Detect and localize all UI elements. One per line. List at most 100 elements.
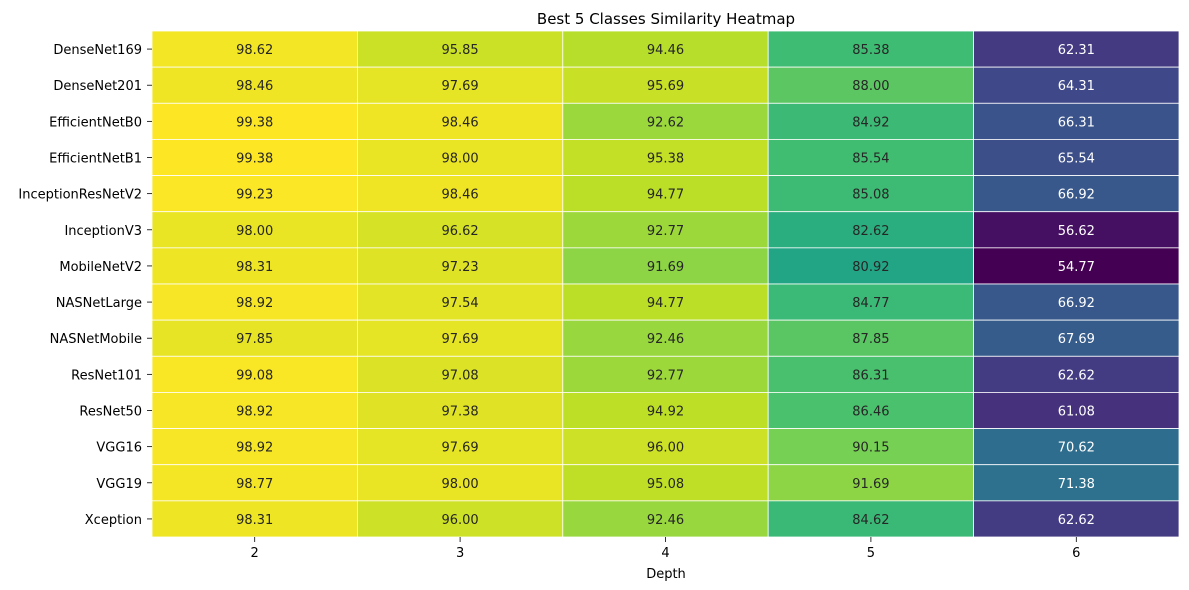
cell-value-label: 97.69 — [441, 332, 478, 347]
cell-value-label: 92.77 — [647, 368, 684, 383]
cell-value-label: 98.46 — [441, 115, 478, 130]
cell-value-label: 85.38 — [852, 43, 889, 58]
cell-value-label: 98.00 — [441, 152, 478, 167]
heatmap-cell — [151, 175, 358, 213]
heatmap-cell — [973, 211, 1180, 249]
heatmap-cell — [356, 102, 564, 140]
heatmap-cell — [562, 500, 769, 538]
heatmap-cell — [356, 355, 564, 393]
cell-value-label: 91.69 — [852, 477, 889, 492]
heatmap-cell — [356, 139, 564, 176]
y-tick-label: InceptionResNetV2 — [18, 188, 142, 203]
heatmap-cell — [767, 283, 975, 321]
cell-value-label: 98.00 — [236, 224, 273, 239]
x-tick-label: 6 — [1072, 546, 1080, 561]
y-tick-label: Xception — [85, 513, 142, 528]
heatmap-cell — [767, 428, 975, 466]
cell-value-label: 97.85 — [236, 332, 273, 347]
x-tick-label: 5 — [867, 546, 875, 561]
cell-value-label: 62.31 — [1058, 43, 1095, 58]
cell-value-label: 95.85 — [441, 43, 478, 58]
cell-value-label: 66.92 — [1058, 188, 1095, 203]
y-tick-label: VGG16 — [96, 441, 142, 456]
cell-value-label: 99.23 — [236, 188, 273, 203]
cell-value-label: 97.54 — [441, 296, 478, 311]
cell-value-label: 88.00 — [852, 79, 889, 94]
cell-value-label: 96.62 — [441, 224, 478, 239]
cell-value-label: 70.62 — [1058, 441, 1095, 456]
heatmap-cell — [767, 30, 975, 68]
cell-value-label: 98.92 — [236, 296, 273, 311]
cell-value-label: 99.38 — [236, 115, 273, 130]
heatmap-cell — [151, 247, 358, 285]
y-tick-label: DenseNet169 — [53, 43, 142, 58]
heatmap-cell — [767, 102, 975, 140]
heatmap-cell — [973, 500, 1180, 538]
cell-value-label: 62.62 — [1058, 513, 1095, 528]
cell-value-label: 66.92 — [1058, 296, 1095, 311]
cell-value-label: 95.08 — [647, 477, 684, 492]
cell-value-label: 86.46 — [852, 405, 889, 420]
cell-value-label: 98.62 — [236, 43, 273, 58]
x-tick-label: 2 — [251, 546, 259, 561]
heatmap-cell — [356, 30, 564, 68]
heatmap-cell — [151, 283, 358, 321]
y-axis: DenseNet169 DenseNet201 EfficientNetB0 Effi… — [18, 43, 152, 528]
cell-value-label: 85.08 — [852, 188, 889, 203]
heatmap-cell — [562, 283, 769, 321]
heatmap-cell — [562, 392, 769, 429]
cell-value-label: 97.69 — [441, 79, 478, 94]
heatmap-cell — [973, 464, 1180, 502]
heatmap-cell — [767, 211, 975, 249]
cell-value-label: 98.31 — [236, 513, 273, 528]
cell-value-label: 94.77 — [647, 188, 684, 203]
heatmap-cell — [767, 500, 975, 538]
heatmap-cell — [151, 500, 358, 538]
cell-value-label: 62.62 — [1058, 368, 1095, 383]
cell-value-label: 95.38 — [647, 152, 684, 167]
heatmap-cell — [767, 464, 975, 502]
cell-value-label: 84.77 — [852, 296, 889, 311]
cell-value-label: 96.00 — [441, 513, 478, 528]
cell-value-label: 80.92 — [852, 260, 889, 275]
cell-value-label: 98.31 — [236, 260, 273, 275]
cell-value-label: 82.62 — [852, 224, 889, 239]
chart-title: Best 5 Classes Similarity Heatmap — [537, 10, 795, 28]
heatmap-cell — [973, 283, 1180, 321]
heatmap-cell — [562, 319, 769, 357]
cell-value-label: 87.85 — [852, 332, 889, 347]
cell-value-label: 67.69 — [1058, 332, 1095, 347]
heatmap-cell — [356, 319, 564, 357]
cell-value-label: 96.00 — [647, 441, 684, 456]
cell-value-label: 92.46 — [647, 513, 684, 528]
heatmap-cell — [973, 247, 1180, 285]
x-axis-label: Depth — [646, 567, 686, 582]
cell-value-label: 99.38 — [236, 152, 273, 167]
heatmap-cell — [973, 30, 1180, 68]
cell-value-label: 54.77 — [1058, 260, 1095, 275]
cell-value-label: 91.69 — [647, 260, 684, 275]
cell-value-label: 98.46 — [441, 188, 478, 203]
cell-value-label: 86.31 — [852, 368, 889, 383]
heatmap-cell — [973, 319, 1180, 357]
y-tick-label: ResNet101 — [71, 368, 142, 383]
heatmap-cell — [562, 139, 769, 176]
cell-value-label: 65.54 — [1058, 152, 1095, 167]
cell-value-label: 61.08 — [1058, 405, 1095, 420]
cell-value-label: 98.92 — [236, 441, 273, 456]
cell-value-label: 98.46 — [236, 79, 273, 94]
heatmap-cell — [767, 355, 975, 393]
heatmap-cell — [356, 500, 564, 538]
y-tick-label: EfficientNetB0 — [49, 115, 142, 130]
heatmap-cell — [151, 428, 358, 466]
heatmap-cell — [151, 66, 358, 104]
heatmap-cell — [356, 211, 564, 249]
heatmap-cell — [356, 175, 564, 213]
cell-value-label: 84.62 — [852, 513, 889, 528]
cell-value-label: 85.54 — [852, 152, 889, 167]
heatmap-cell — [151, 392, 358, 429]
cell-value-label: 97.38 — [441, 405, 478, 420]
cell-value-label: 90.15 — [852, 441, 889, 456]
cell-value-label: 92.62 — [647, 115, 684, 130]
